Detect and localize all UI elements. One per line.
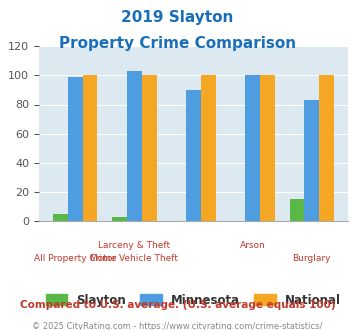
Bar [245, 75, 260, 221]
Text: Arson: Arson [240, 241, 266, 249]
Bar [260, 75, 275, 221]
Bar [53, 214, 68, 221]
Bar [142, 75, 157, 221]
Text: Larceny & Theft: Larceny & Theft [98, 241, 170, 249]
Bar [127, 71, 142, 221]
Bar [304, 100, 319, 221]
Legend: Slayton, Minnesota, National: Slayton, Minnesota, National [41, 289, 346, 312]
Bar [68, 77, 83, 221]
Bar [186, 90, 201, 221]
Bar [290, 199, 304, 221]
Bar [83, 75, 97, 221]
Bar [201, 75, 215, 221]
Text: Motor Vehicle Theft: Motor Vehicle Theft [91, 254, 178, 263]
Text: All Property Crime: All Property Crime [34, 254, 116, 263]
Text: Property Crime Comparison: Property Crime Comparison [59, 36, 296, 51]
Text: © 2025 CityRating.com - https://www.cityrating.com/crime-statistics/: © 2025 CityRating.com - https://www.city… [32, 322, 323, 330]
Text: Compared to U.S. average. (U.S. average equals 100): Compared to U.S. average. (U.S. average … [20, 300, 335, 310]
Bar [112, 217, 127, 221]
Bar [319, 75, 334, 221]
Text: Burglary: Burglary [293, 254, 331, 263]
Text: 2019 Slayton: 2019 Slayton [121, 10, 234, 25]
